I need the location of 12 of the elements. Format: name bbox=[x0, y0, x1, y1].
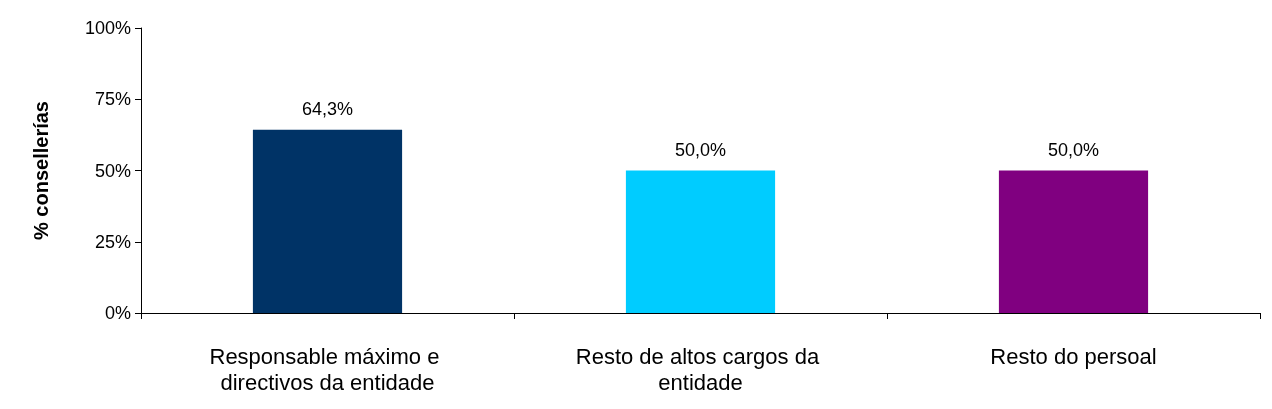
y-tick-label: 0% bbox=[104, 303, 131, 323]
data-label: 50,0% bbox=[674, 139, 727, 160]
y-axis-title: % consellerías bbox=[30, 101, 52, 240]
x-tick-label: Responsable máximo e directivos da entidade bbox=[209, 343, 446, 395]
y-tick-label: 100% bbox=[84, 18, 131, 38]
y-tick-label: 50% bbox=[94, 160, 131, 181]
data-label: 64,3% bbox=[301, 98, 354, 119]
x-tick-label: Resto do persoal bbox=[990, 343, 1157, 369]
y-tick-label: 25% bbox=[94, 231, 131, 252]
y-tick-label: 75% bbox=[94, 89, 131, 110]
x-tick-label: Resto de altos cargos da entidade bbox=[575, 343, 826, 395]
data-label: 50,0% bbox=[1047, 139, 1100, 160]
